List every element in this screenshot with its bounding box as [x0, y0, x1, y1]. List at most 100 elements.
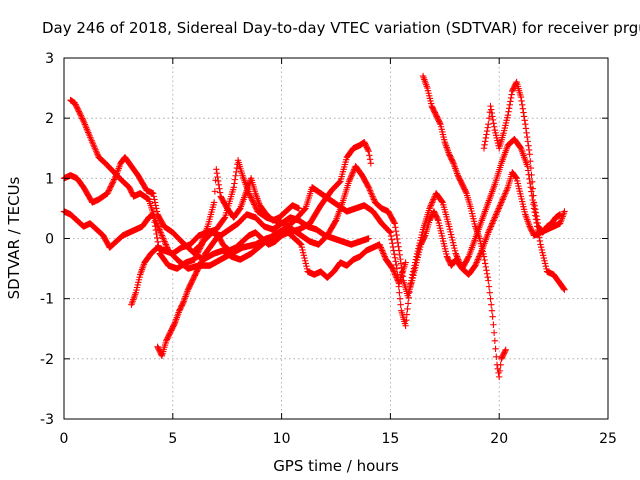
data-point — [485, 227, 493, 235]
data-point — [366, 187, 374, 194]
data-point — [91, 143, 98, 150]
data-point — [389, 240, 396, 247]
data-point — [71, 99, 79, 107]
data-point — [497, 200, 504, 208]
data-point — [104, 190, 111, 197]
data-point — [543, 265, 550, 273]
data-point — [365, 235, 372, 242]
data-point — [488, 307, 496, 314]
y-tick-label: 2 — [45, 111, 54, 127]
data-point — [483, 127, 491, 135]
data-point — [504, 111, 512, 119]
data-point — [419, 228, 426, 236]
data-point — [368, 190, 375, 197]
data-point — [497, 361, 504, 369]
data-point — [426, 205, 433, 212]
data-point — [369, 193, 376, 200]
data-point — [388, 236, 395, 243]
data-point — [73, 104, 81, 111]
data-point — [474, 256, 482, 263]
data-point — [474, 257, 481, 265]
data-point — [482, 260, 489, 267]
data-point — [504, 185, 511, 193]
data-point — [347, 173, 355, 181]
data-point — [392, 272, 400, 280]
data-point — [376, 242, 384, 250]
data-point — [462, 188, 470, 196]
series-trace-5 — [154, 229, 409, 360]
data-point — [236, 206, 243, 213]
data-point — [251, 201, 258, 208]
data-point — [160, 235, 167, 242]
data-point — [380, 250, 387, 257]
data-point — [233, 168, 240, 176]
data-point — [538, 246, 546, 254]
data-point — [517, 93, 525, 101]
data-point — [111, 174, 119, 182]
data-point — [303, 265, 311, 273]
x-tick-label: 10 — [273, 431, 291, 447]
y-tick-label: -2 — [40, 352, 54, 368]
data-point — [523, 133, 531, 141]
data-point — [482, 134, 490, 142]
data-point — [389, 243, 397, 251]
data-point — [380, 251, 388, 259]
data-point — [519, 101, 526, 109]
data-point — [211, 188, 219, 195]
data-point — [484, 124, 491, 131]
series-trace-6 — [419, 72, 509, 381]
data-point — [150, 193, 158, 200]
series-trace-8 — [191, 166, 303, 254]
data-point — [366, 156, 374, 163]
data-point — [486, 226, 493, 233]
data-point — [392, 258, 399, 265]
data-point — [434, 215, 441, 223]
data-point — [488, 221, 495, 229]
data-point — [151, 222, 159, 230]
data-point — [246, 191, 253, 198]
data-point — [528, 188, 535, 195]
data-point — [393, 261, 400, 269]
data-point — [396, 289, 403, 296]
y-axis-label: SDTVAR / TECUs — [5, 176, 23, 299]
data-point — [430, 196, 437, 203]
data-point — [231, 180, 238, 187]
data-point — [392, 227, 400, 235]
data-point — [542, 262, 549, 270]
data-point — [75, 106, 82, 114]
data-point — [231, 176, 239, 183]
data-point — [76, 109, 83, 117]
data-point — [171, 320, 178, 328]
data-point — [445, 223, 453, 230]
data-point — [487, 106, 495, 113]
data-point — [490, 120, 497, 127]
data-point — [152, 202, 159, 209]
data-point — [370, 194, 377, 202]
series-trace-4 — [128, 157, 568, 308]
data-point — [527, 164, 535, 172]
data-point — [392, 224, 399, 231]
data-point — [397, 301, 404, 308]
data-point — [476, 251, 484, 259]
data-point — [518, 97, 525, 105]
data-point — [247, 194, 255, 201]
data-point — [300, 252, 307, 259]
data-point — [464, 254, 472, 261]
data-point — [90, 142, 97, 149]
data-point — [539, 252, 547, 259]
data-point — [378, 247, 386, 254]
data-point — [450, 242, 457, 249]
data-point — [110, 177, 117, 185]
data-point — [302, 260, 309, 267]
data-point — [500, 194, 507, 202]
data-point — [365, 184, 372, 191]
data-point — [520, 109, 527, 116]
data-point — [533, 212, 540, 220]
data-point — [364, 182, 372, 190]
data-point — [394, 239, 402, 246]
data-point — [387, 229, 394, 236]
data-point — [404, 305, 411, 313]
data-point — [482, 263, 490, 271]
data-point — [91, 145, 99, 152]
